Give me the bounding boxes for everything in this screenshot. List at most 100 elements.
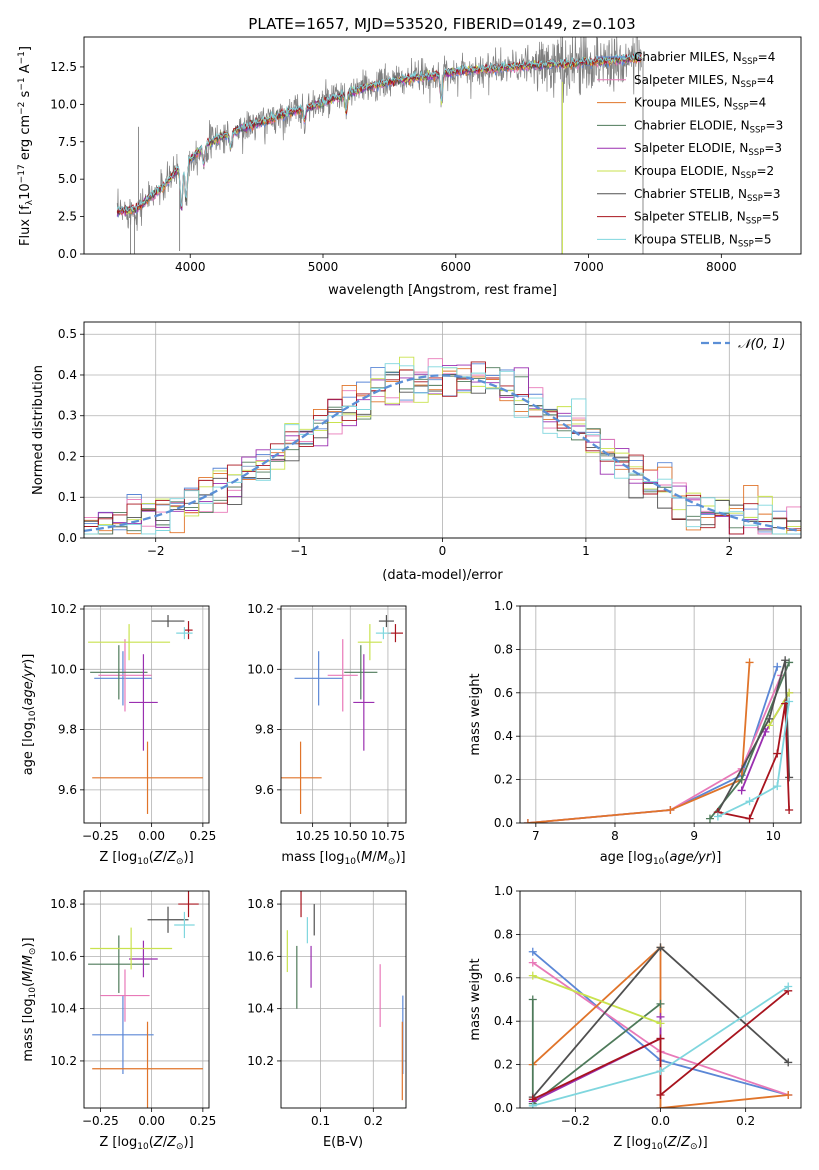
axes-frame [83, 36, 802, 255]
legend-label: Salpeter STELIB, NSSP=5 [634, 210, 779, 227]
weight-marker [784, 1058, 793, 1067]
weight-marker [737, 775, 746, 784]
tick-label-x: 1 [582, 544, 590, 558]
x-axis-label-part: ( [149, 850, 154, 865]
tick-label-y: 10.8 [50, 897, 77, 911]
weight-marker [528, 971, 537, 980]
x-axis-label-part: age/yr [669, 850, 712, 865]
y-axis-label: mass weight [468, 673, 483, 755]
legend-suffix: =4 [758, 50, 776, 64]
errorbar-point-salpeter-miles [100, 969, 150, 1022]
weight-series-kroupa-elodie [528, 971, 665, 1028]
x-axis-label: Z [log10(Z/Z⊙)] [99, 1135, 193, 1152]
tick-label-x: 8000 [706, 260, 737, 274]
x-axis-label: (data-model)/error [382, 568, 503, 583]
y-axis-label-part: −2 [17, 102, 27, 115]
errorbar-point-chabrier-stelib [378, 615, 394, 628]
tick-label-x: 7000 [573, 260, 604, 274]
legend-sub: SSP [750, 125, 766, 135]
tick-label-y: 12.5 [50, 60, 77, 74]
y-axis-label-part: )] [21, 937, 36, 947]
y-axis-label: mass [log10(M/M⊙)] [21, 937, 38, 1061]
tick-label-x: 7 [532, 829, 540, 843]
weight-line [740, 692, 790, 791]
weight-marker [656, 999, 665, 1008]
x-axis-label-part: )] [395, 850, 405, 865]
x-axis-label-part: ⊙ [176, 857, 184, 867]
x-axis-label: mass [log10(M/M⊙)] [281, 850, 405, 867]
plot-area [88, 615, 203, 814]
legend-suffix: =3 [763, 187, 781, 201]
tick-label-y: 2.5 [58, 210, 77, 224]
weight-marker [781, 656, 790, 665]
legend-text: Kroupa MILES, N [634, 96, 733, 110]
weight-series-kroupa-stelib [713, 697, 794, 821]
tick-label-x: 0.00 [138, 1114, 165, 1128]
weight-marker [784, 1090, 793, 1099]
plot-area [523, 656, 794, 823]
y-axis-label: mass weight [468, 958, 483, 1040]
tick-label-y: 0.2 [494, 1058, 513, 1072]
x-axis-label-part: Z [667, 1135, 678, 1150]
axes-frame [519, 605, 802, 824]
axes-frame [280, 605, 407, 824]
errorbar-point-kroupa-stelib [375, 627, 391, 640]
weight-line [527, 662, 751, 823]
legend-sub: SSP [733, 103, 749, 113]
errorbar-point-kroupa-elodie [90, 927, 173, 970]
x-axis-label-part: 10 [345, 857, 357, 867]
legend-text: Salpeter MILES, N [634, 73, 741, 87]
x-axis-label-part: ( [663, 1135, 668, 1150]
tick-label-y: 0.4 [58, 368, 77, 382]
plot-area [88, 891, 203, 1108]
legend-sub: SSP [741, 171, 757, 181]
tick-label-y: 0.0 [494, 816, 513, 830]
legend-text: Kroupa ELODIE, N [634, 164, 741, 178]
tick-label-x: 5000 [308, 260, 339, 274]
tick-label-x: 0.00 [138, 829, 165, 843]
x-axis-label-part: Z [166, 850, 177, 865]
errorbar-point-salpeter-stelib [184, 621, 193, 640]
y-axis-label-part: −1 [17, 77, 27, 90]
tick-label-y: 0.0 [58, 247, 77, 261]
x-axis-label-part: ⊙ [176, 1142, 184, 1152]
legend-text: Kroupa STELIB, N [634, 232, 738, 246]
tick-label-x: 0.0 [651, 1114, 670, 1128]
x-axis-label-part: )] [711, 850, 721, 865]
tick-label-x: 8 [611, 829, 619, 843]
legend-text: Salpeter STELIB, N [634, 210, 746, 224]
legend-text: Salpeter ELODIE, N [634, 141, 748, 155]
weight-marker [784, 982, 793, 991]
legend-sub: SSP [738, 239, 754, 249]
tick-label-x: 0 [439, 544, 447, 558]
weight-marker [528, 958, 537, 967]
tick-label-x: 0.25 [189, 829, 216, 843]
x-axis-label-part: age [log [600, 850, 653, 865]
tick-label-y: 10.4 [50, 1002, 77, 1016]
x-axis-label-part: ⊙ [388, 857, 396, 867]
legend-suffix: =3 [764, 141, 782, 155]
weight-marker [713, 812, 722, 821]
errorbar-point-kroupa-elodie [88, 624, 171, 661]
age-vs-mass-panel: 10.25 10.50 10.75 9.6 9.8 10.0 10.2 mass [log10… [247, 602, 407, 867]
weight-series-kroupa-miles [523, 658, 754, 823]
y-axis-label-part: ( [21, 706, 36, 711]
mass-vs-ebv-panel: 0.1 0.2 10.2 10.4 10.6 10.8 E(B-V) [247, 890, 407, 1150]
axes-frame [83, 890, 210, 1109]
tick-label-y: 7.5 [58, 135, 77, 149]
y-axis-label-part: A [18, 64, 33, 77]
axes-frame [519, 890, 802, 1109]
tick-label-x: 10.50 [333, 829, 367, 843]
legend-text: Chabrier STELIB, N [634, 187, 747, 201]
weight-marker [523, 819, 532, 823]
errorbar-point-salpeter-elodie [129, 654, 158, 751]
x-axis-label-part: Z [log [99, 1135, 137, 1150]
y-axis-label: Normed distribution [31, 365, 46, 495]
histogram-kroupa-stelib [84, 363, 801, 538]
x-axis-label-part: 10 [653, 857, 665, 867]
tick-label-x: 6000 [441, 260, 472, 274]
tick-label-x: 10 [766, 829, 781, 843]
x-axis-label-part: Z [log [99, 850, 137, 865]
y-axis-label-part: / [21, 966, 36, 971]
